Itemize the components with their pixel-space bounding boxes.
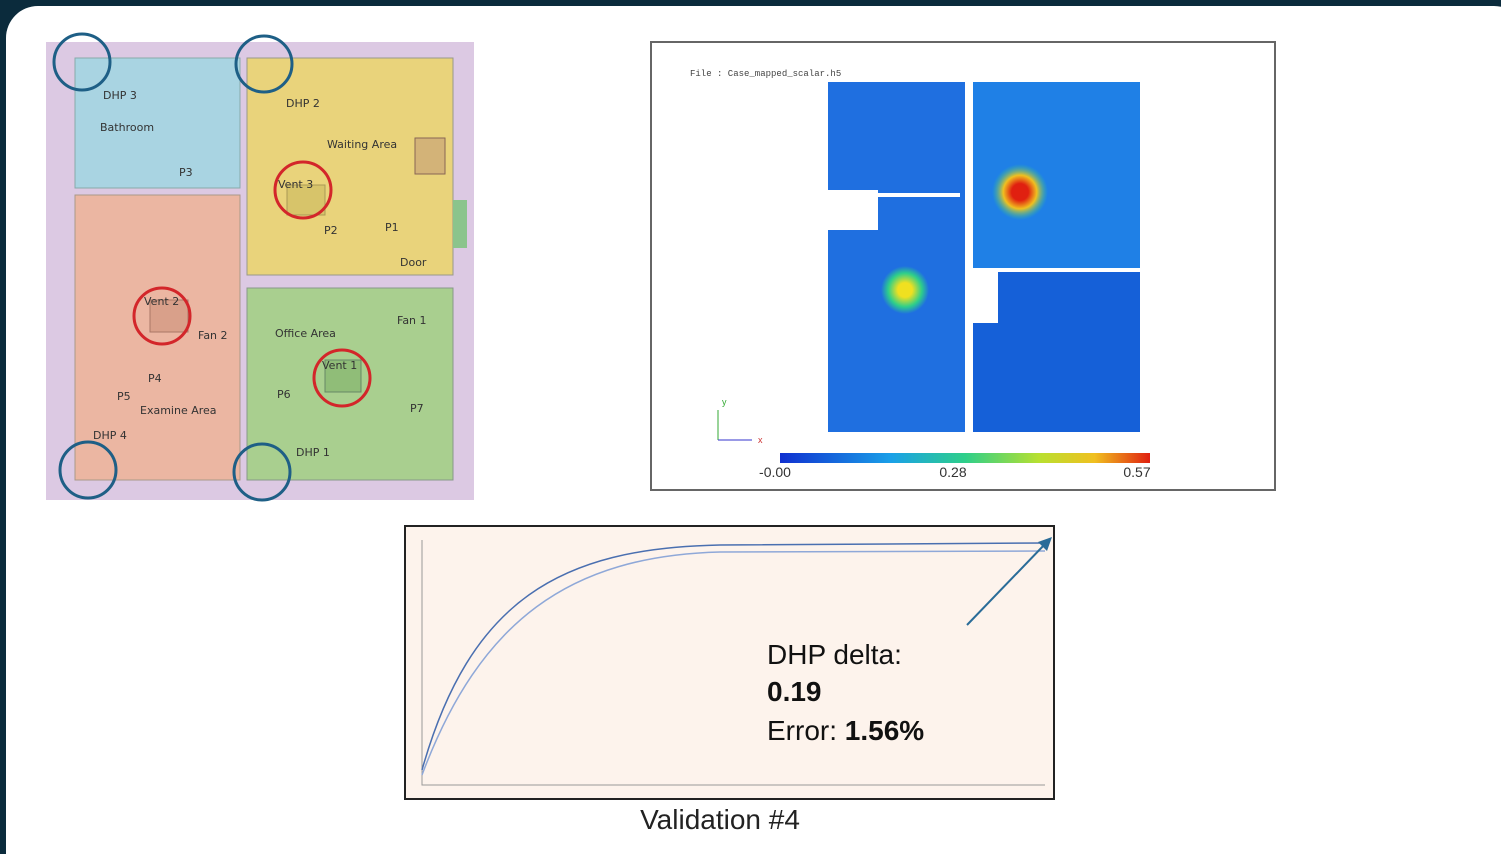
colorbar-label: -0.00 xyxy=(759,464,791,480)
fp-label: Vent 1 xyxy=(322,359,357,372)
axis-label: x xyxy=(758,435,763,445)
fp-label: Fan 1 xyxy=(397,314,427,327)
fp-label: P5 xyxy=(117,390,131,403)
fp-label: Door xyxy=(400,256,427,269)
fp-label: Waiting Area xyxy=(327,138,397,151)
colorbar-label: 0.57 xyxy=(1123,464,1150,480)
delta-label: DHP delta: xyxy=(767,639,902,670)
fp-label: DHP 3 xyxy=(103,89,137,102)
fp-label: P1 xyxy=(385,221,399,234)
colorbar-label: 0.28 xyxy=(939,464,966,480)
error-text: Error: 1.56% xyxy=(767,715,924,746)
page: DHP 3 Bathroom P3 DHP 2 Waiting Area Ven… xyxy=(0,0,1501,854)
slide: DHP 3 Bathroom P3 DHP 2 Waiting Area Ven… xyxy=(0,0,1501,854)
delta-value: 0.19 xyxy=(767,676,822,707)
fp-label: Vent 2 xyxy=(144,295,179,308)
error-label: Error: xyxy=(767,715,837,746)
error-value: 1.56% xyxy=(845,715,924,746)
validation-plot: DHP delta: 0.19 Error: 1.56% Validation … xyxy=(405,526,1054,835)
caption: Validation #4 xyxy=(640,804,800,835)
fp-label: Vent 3 xyxy=(278,178,313,191)
fp-label: Office Area xyxy=(275,327,336,340)
fp-label: P2 xyxy=(324,224,338,237)
axis-label: y xyxy=(722,397,727,407)
file-label: File : Case_mapped_scalar.h5 xyxy=(690,69,841,79)
fp-label: P7 xyxy=(410,402,424,415)
fp-label: Fan 2 xyxy=(198,329,228,342)
fp-label: DHP 2 xyxy=(286,97,320,110)
fp-label: P6 xyxy=(277,388,291,401)
fp-label: DHP 4 xyxy=(93,429,127,442)
floor-plan: DHP 3 Bathroom P3 DHP 2 Waiting Area Ven… xyxy=(46,34,474,500)
heatmap: File : Case_mapped_scalar.h5 y x -0.00 0… xyxy=(651,42,1275,490)
fp-label: P3 xyxy=(179,166,193,179)
fp-label: Bathroom xyxy=(100,121,154,134)
fp-label: DHP 1 xyxy=(296,446,330,459)
fp-label: P4 xyxy=(148,372,162,385)
fp-label: Examine Area xyxy=(140,404,217,417)
